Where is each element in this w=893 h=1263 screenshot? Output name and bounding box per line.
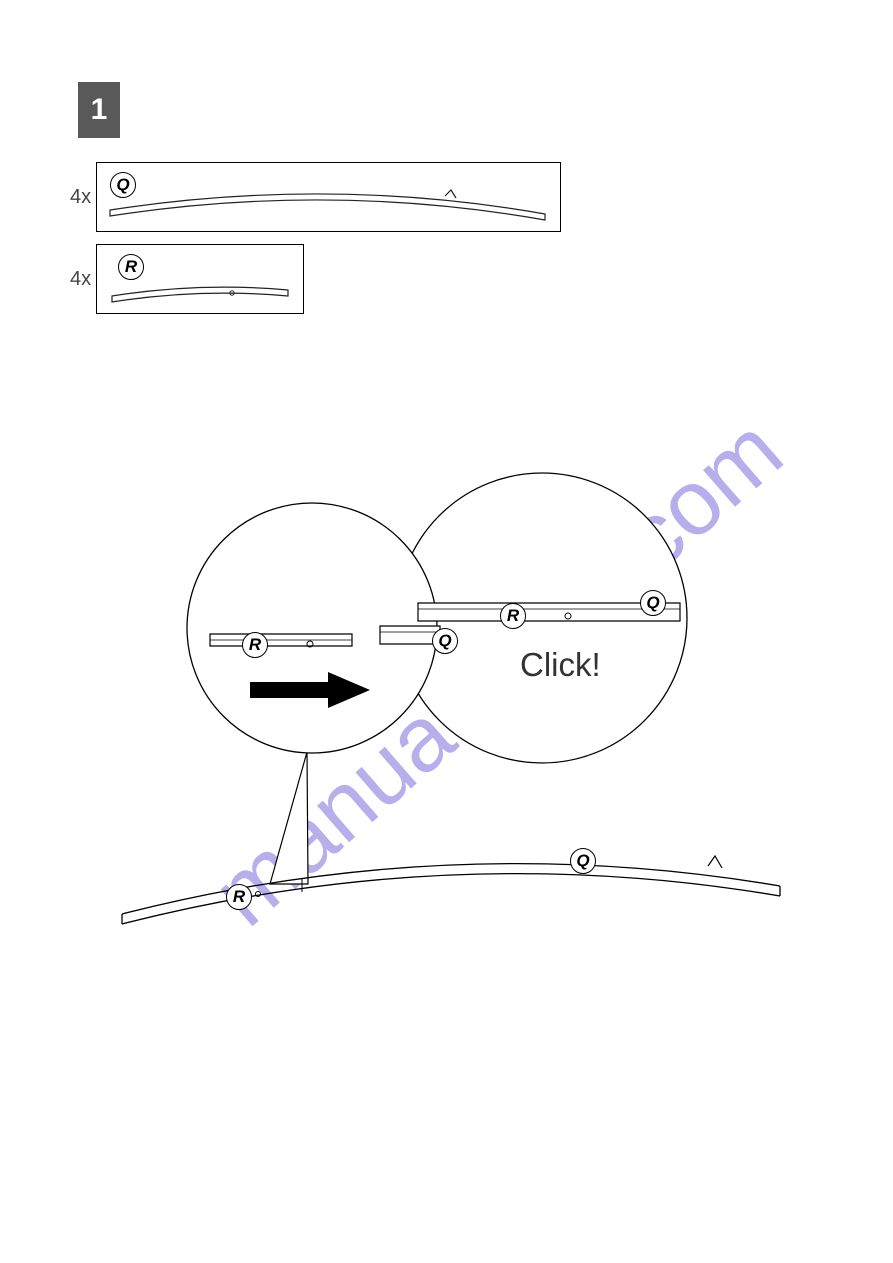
result-q-bubble: Q bbox=[570, 848, 596, 874]
detail-left-q-bubble: Q bbox=[432, 628, 458, 654]
detail-right-q-bubble: Q bbox=[640, 590, 666, 616]
detail-left-r-bubble: R bbox=[242, 632, 268, 658]
detail-right-r-bubble: R bbox=[500, 603, 526, 629]
result-r-bubble: R bbox=[226, 884, 252, 910]
click-label: Click! bbox=[520, 646, 601, 684]
